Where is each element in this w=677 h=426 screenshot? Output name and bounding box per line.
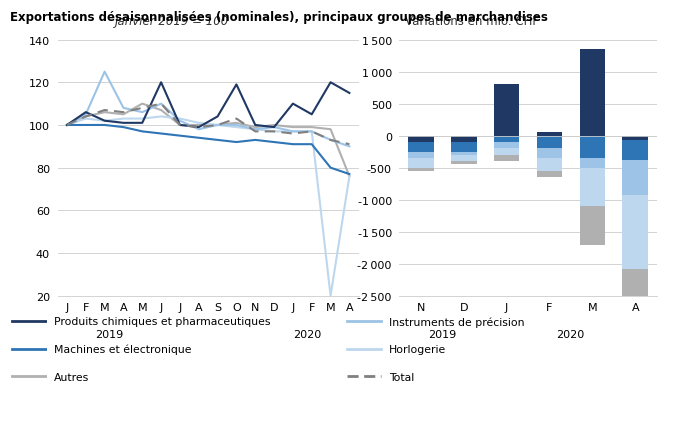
Bar [451,153,477,155]
Text: Horlogerie: Horlogerie [389,344,447,354]
Text: Total: Total [389,372,414,382]
Text: 2019: 2019 [95,329,123,339]
Bar [580,168,605,207]
Bar [580,207,605,245]
Bar [451,162,477,165]
Text: Janvier 2019 = 100: Janvier 2019 = 100 [115,15,229,28]
Bar [408,153,434,159]
Bar [537,159,563,172]
Bar [451,143,477,153]
Bar [408,168,434,172]
Bar [580,50,605,136]
Bar [537,133,563,136]
Bar [580,136,605,159]
Bar [622,269,648,400]
Bar [537,149,563,159]
Bar [622,136,648,141]
Text: 2020: 2020 [556,329,585,339]
Bar [451,136,477,143]
Bar [494,149,519,155]
Text: Variations en mio. CHF: Variations en mio. CHF [405,15,539,28]
Bar [494,155,519,162]
Bar [537,136,563,149]
Text: 2019: 2019 [428,329,456,339]
Bar [408,159,434,168]
Bar [408,143,434,153]
Text: Produits chimiques et pharmaceutiques: Produits chimiques et pharmaceutiques [54,317,271,327]
Bar [622,141,648,160]
Text: Machines et électronique: Machines et électronique [54,344,192,354]
Text: Autres: Autres [54,372,89,382]
Bar [494,143,519,149]
Bar [494,85,519,136]
Bar [580,159,605,168]
Bar [537,172,563,178]
Bar [451,155,477,162]
Bar [622,196,648,269]
Bar [494,136,519,143]
Bar [408,136,434,143]
Text: Instruments de précision: Instruments de précision [389,317,525,327]
Text: Exportations désaisonnalisées (nominales), principaux groupes de marchandises: Exportations désaisonnalisées (nominales… [10,11,548,23]
Bar [622,160,648,196]
Text: 2020: 2020 [293,329,322,339]
